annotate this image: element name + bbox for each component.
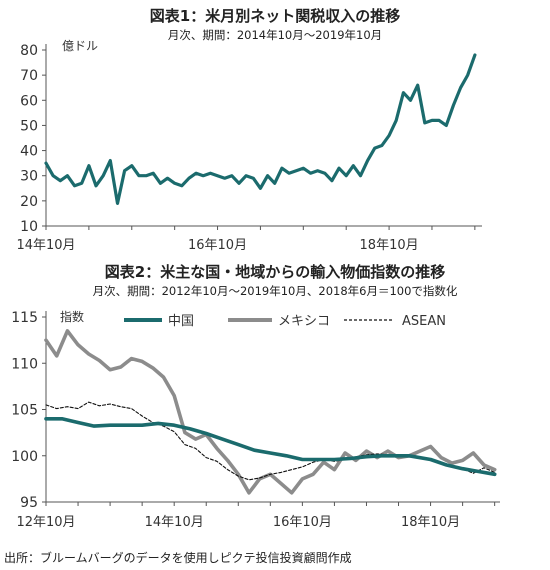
chart2-subtitle: 月次、期間：2012年10月～2019年10月、2018年6月＝100で指数化 xyxy=(93,284,458,298)
y-tick-label: 50 xyxy=(20,118,38,134)
x-tick-label: 14年10月 xyxy=(145,515,204,530)
y-tick-label: 70 xyxy=(20,68,38,84)
x-tick-label: 12年10月 xyxy=(16,515,75,530)
y-tick-label: 80 xyxy=(20,43,38,59)
series-line-china xyxy=(44,417,497,477)
x-tick-label: 16年10月 xyxy=(273,515,332,530)
x-tick-label: 16年10月 xyxy=(188,238,247,253)
y-tick-label: 30 xyxy=(20,169,38,185)
chart2-plot: 95 100 105 110 115 12年10月 14年10月 16年10月 18年10月 xyxy=(11,310,500,530)
series-line xyxy=(44,53,477,205)
chart1-plot: 10 20 30 40 50 60 70 80 14年10月 16年10月 18年10月 xyxy=(16,43,482,253)
y-tick-label: 95 xyxy=(20,495,38,511)
y-tick-label: 105 xyxy=(11,403,38,419)
chart2-title: 図表2：米主な国・地域からの輸入物価指数の推移 xyxy=(105,263,445,281)
chart2-y-label: 指数 xyxy=(60,309,84,324)
series-line-asean xyxy=(45,401,496,481)
y-tick-label: 40 xyxy=(20,144,38,160)
chart1-subtitle: 月次、期間：2014年10月～2019年10月 xyxy=(168,28,382,42)
x-tick-label: 18年10月 xyxy=(401,515,460,530)
series-line-mexico xyxy=(44,329,497,495)
legend-label-asean: ASEAN xyxy=(402,314,446,329)
source-note: 出所：ブルームバーグのデータを使用しピクテ投信投資顧問作成 xyxy=(4,550,352,565)
y-tick-label: 115 xyxy=(11,310,38,326)
y-tick-label: 110 xyxy=(11,356,38,372)
y-tick-label: 100 xyxy=(11,449,38,465)
x-tick-label: 18年10月 xyxy=(360,238,419,253)
chart1-y-label: 億ドル xyxy=(62,39,98,53)
legend-label-mexico: メキシコ xyxy=(278,314,330,329)
x-tick-label: 14年10月 xyxy=(16,238,75,253)
chart1-title: 図表1：米月別ネット関税収入の推移 xyxy=(150,7,400,25)
legend-label-china: 中国 xyxy=(168,314,194,329)
y-tick-label: 10 xyxy=(20,219,38,235)
y-tick-label: 20 xyxy=(20,194,38,210)
chart2-legend: 中国 メキシコ ASEAN xyxy=(124,314,446,329)
y-tick-label: 60 xyxy=(20,93,38,109)
